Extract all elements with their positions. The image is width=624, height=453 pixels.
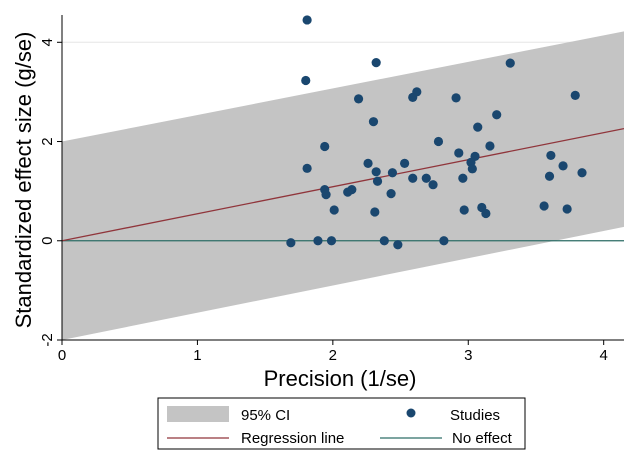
study-point bbox=[439, 236, 449, 246]
legend-swatch-studies bbox=[406, 408, 416, 418]
study-point bbox=[459, 205, 469, 215]
study-point bbox=[313, 236, 323, 246]
study-point bbox=[505, 58, 515, 68]
study-point bbox=[451, 93, 461, 103]
study-point bbox=[363, 158, 373, 168]
study-point bbox=[562, 204, 572, 214]
study-point bbox=[428, 180, 438, 190]
legend-swatch-ci bbox=[167, 406, 229, 422]
study-point bbox=[321, 190, 331, 200]
legend-label-no-effect: No effect bbox=[452, 430, 513, 447]
study-point bbox=[379, 236, 389, 246]
study-point bbox=[372, 176, 383, 186]
study-point bbox=[492, 110, 502, 120]
study-point bbox=[400, 158, 410, 168]
x-tick-label: 1 bbox=[193, 347, 201, 364]
study-point bbox=[302, 15, 312, 25]
study-point bbox=[481, 208, 491, 219]
study-point bbox=[371, 58, 381, 68]
study-point bbox=[368, 117, 379, 127]
study-point bbox=[546, 150, 556, 161]
study-point bbox=[371, 167, 381, 177]
legend-label-ci: 95% CI bbox=[241, 407, 290, 424]
study-point bbox=[320, 141, 330, 152]
study-point bbox=[387, 168, 398, 178]
study-point bbox=[370, 207, 380, 217]
study-point bbox=[412, 87, 422, 97]
study-point bbox=[302, 163, 312, 173]
study-point bbox=[326, 236, 337, 246]
plot-area bbox=[62, 15, 624, 340]
study-point bbox=[539, 201, 549, 211]
confidence-band bbox=[62, 31, 624, 340]
x-axis-title: Precision (1/se) bbox=[264, 366, 417, 391]
study-point bbox=[577, 168, 587, 178]
study-point bbox=[454, 148, 464, 158]
x-tick-label: 2 bbox=[329, 347, 337, 364]
study-point bbox=[393, 240, 403, 250]
study-point bbox=[386, 189, 396, 199]
study-point bbox=[301, 75, 311, 86]
study-point bbox=[286, 238, 296, 248]
study-point bbox=[433, 136, 444, 147]
study-points bbox=[286, 15, 587, 250]
x-tick-label: 4 bbox=[600, 347, 608, 364]
study-point bbox=[408, 173, 418, 183]
legend: 95% CI Studies Regression line No effect bbox=[157, 397, 526, 450]
study-point bbox=[473, 122, 483, 132]
study-point bbox=[570, 90, 580, 100]
y-axis-title: Standardized effect size (g/se) bbox=[11, 32, 36, 329]
x-tick-label: 3 bbox=[464, 347, 472, 364]
study-point bbox=[353, 94, 364, 104]
study-point bbox=[343, 187, 353, 197]
y-tick-label: 4 bbox=[39, 38, 56, 46]
study-point bbox=[329, 205, 339, 215]
regression-line bbox=[62, 127, 624, 242]
study-point bbox=[467, 164, 477, 174]
study-point bbox=[421, 173, 431, 183]
y-tick-label: 0 bbox=[39, 237, 56, 245]
x-tick-label: 0 bbox=[58, 347, 66, 364]
legend-label-studies: Studies bbox=[450, 407, 500, 424]
study-point bbox=[458, 173, 468, 183]
study-point bbox=[544, 171, 555, 181]
study-point bbox=[558, 161, 568, 171]
y-tick-label: 2 bbox=[39, 137, 56, 145]
study-point bbox=[485, 141, 495, 151]
legend-label-regression: Regression line bbox=[241, 430, 344, 447]
y-tick-label: -2 bbox=[39, 333, 56, 346]
